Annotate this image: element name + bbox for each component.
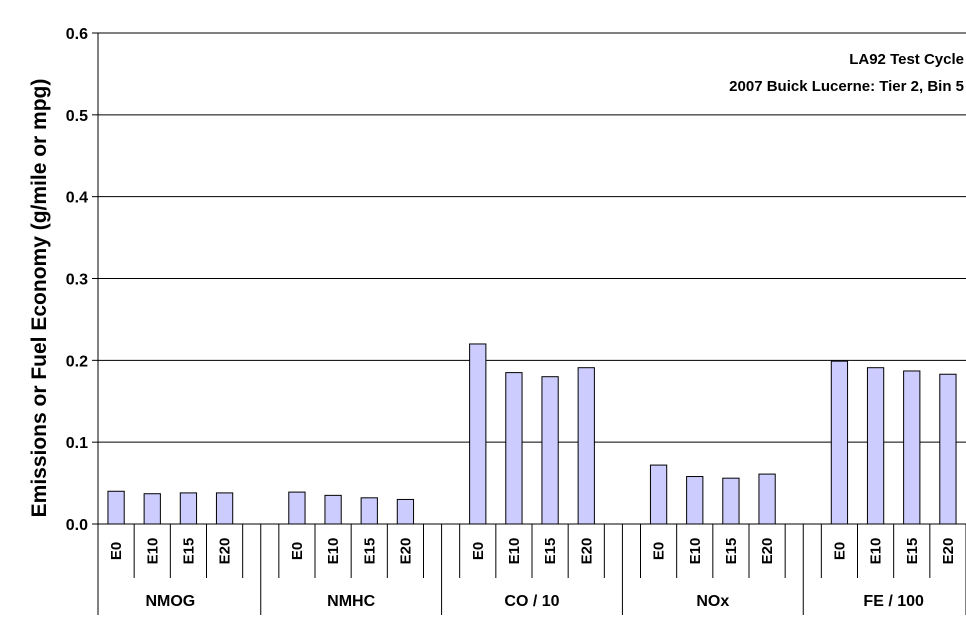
- y-tick-label: 0.3: [66, 272, 88, 289]
- x-category-label: E10: [687, 538, 704, 565]
- x-group-label: FE / 100: [863, 593, 924, 610]
- x-category-label: E10: [506, 538, 523, 565]
- x-category-label: E20: [759, 538, 776, 565]
- bar: [143, 493, 161, 525]
- y-tick-label: 0.6: [66, 26, 88, 43]
- y-tick-label: 0.5: [66, 108, 88, 125]
- bar: [469, 343, 487, 525]
- bar: [866, 367, 885, 525]
- x-category-label: E0: [831, 542, 848, 560]
- annotation-test-cycle: LA92 Test Cycle: [849, 51, 964, 68]
- bars: [107, 343, 957, 525]
- bar: [179, 492, 198, 525]
- x-category-label: E10: [144, 538, 161, 565]
- x-category-label: E0: [651, 542, 668, 560]
- bar: [686, 476, 704, 525]
- x-category-labels: E0 E10 E15 E20 E0 E10 E15 E20 E0 E10 E15 E20 E0 E10 E1…: [108, 538, 957, 565]
- y-tick-labels: 0.0 0.1 0.2 0.3 0.4 0.5 0.6: [66, 26, 88, 534]
- bar: [288, 491, 306, 525]
- y-tick-label: 0.0: [66, 517, 88, 534]
- x-group-label: NOx: [696, 593, 729, 610]
- bar: [758, 473, 776, 525]
- axes: [92, 32, 966, 615]
- x-category-label: E0: [289, 542, 306, 560]
- bar: [830, 360, 849, 525]
- x-category-label: E10: [868, 538, 885, 565]
- bar: [107, 490, 125, 525]
- x-category-label: E0: [470, 542, 487, 560]
- x-category-label: E15: [361, 538, 378, 565]
- annotation-vehicle: 2007 Buick Lucerne: Tier 2, Bin 5: [729, 78, 964, 95]
- x-group-label: NMOG: [145, 593, 195, 610]
- bar: [360, 497, 378, 525]
- bar: [541, 376, 559, 525]
- bar: [577, 367, 595, 525]
- y-tick-label: 0.1: [66, 435, 88, 452]
- x-category-label: E20: [397, 538, 414, 565]
- y-axis-label: Emissions or Fuel Economy (g/mile or mpg…: [28, 79, 51, 518]
- bar: [903, 370, 921, 525]
- bar: [324, 494, 342, 525]
- x-category-label: E15: [542, 538, 559, 565]
- x-category-label: E10: [325, 538, 342, 565]
- bar: [505, 372, 523, 525]
- y-tick-label: 0.2: [66, 353, 88, 370]
- x-group-label: CO / 10: [504, 593, 559, 610]
- x-group-labels: NMOG NMHC CO / 10 NOx FE / 100: [145, 593, 924, 610]
- y-tick-label: 0.4: [66, 190, 88, 207]
- bar: [939, 373, 957, 525]
- bar: [215, 492, 234, 525]
- x-category-label: E15: [180, 538, 197, 565]
- x-category-label: E0: [108, 542, 125, 560]
- bar: [722, 477, 740, 525]
- x-category-label: E20: [217, 538, 234, 565]
- x-category-label: E15: [904, 538, 921, 565]
- x-group-label: NMHC: [327, 593, 375, 610]
- x-category-label: E15: [723, 538, 740, 565]
- bar: [396, 498, 415, 525]
- bar: [649, 464, 668, 525]
- x-category-label: E20: [940, 538, 957, 565]
- gridlines: [98, 32, 966, 443]
- x-category-label: E20: [578, 538, 595, 565]
